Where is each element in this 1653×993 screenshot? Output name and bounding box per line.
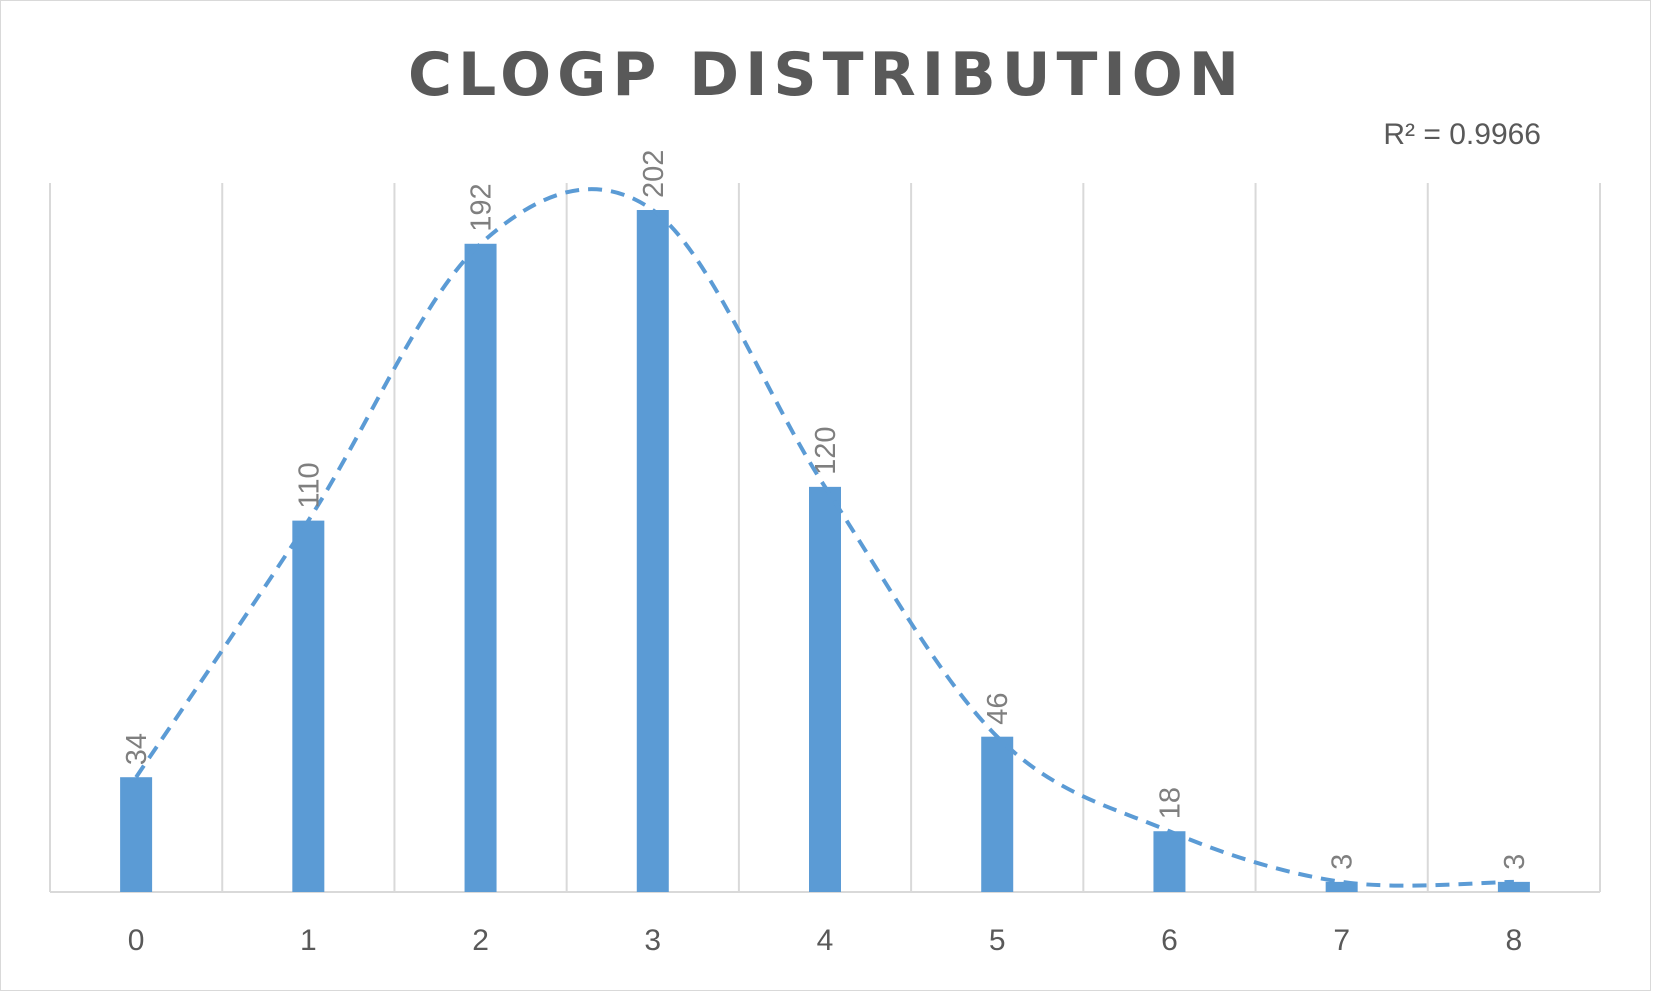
bar xyxy=(1153,831,1186,892)
x-tick-labels: 0 1 2 3 4 5 6 7 8 xyxy=(128,924,1522,957)
bar xyxy=(1497,881,1530,892)
data-label: 120 xyxy=(810,426,842,474)
bars xyxy=(120,210,1530,892)
x-tick-label: 6 xyxy=(1161,924,1178,957)
x-tick-label: 0 xyxy=(128,924,145,957)
data-label: 46 xyxy=(982,692,1014,724)
bar xyxy=(1325,881,1358,892)
trendline xyxy=(134,187,1514,888)
bar xyxy=(636,210,669,892)
data-label: 3 xyxy=(1327,854,1359,870)
bar xyxy=(464,243,497,892)
data-label: 202 xyxy=(638,150,670,198)
data-label: 18 xyxy=(1154,787,1186,819)
data-label: 192 xyxy=(466,183,498,231)
r-squared-label: R² = 0.9966 xyxy=(1383,118,1541,151)
data-label: 3 xyxy=(1499,854,1531,870)
x-tick-label: 2 xyxy=(472,924,489,957)
data-labels: 34 110 192 202 120 46 18 3 3 xyxy=(121,150,1531,870)
x-tick-label: 1 xyxy=(300,924,317,957)
x-tick-label: 7 xyxy=(1333,924,1350,957)
gridlines xyxy=(49,183,1601,893)
bar xyxy=(120,777,153,892)
x-tick-label: 4 xyxy=(817,924,834,957)
x-tick-label: 5 xyxy=(989,924,1006,957)
chart-title: CLOGP DISTRIBUTION xyxy=(408,40,1245,110)
x-tick-label: 8 xyxy=(1506,924,1523,957)
data-label: 110 xyxy=(293,462,325,508)
bar xyxy=(809,486,841,892)
bar xyxy=(981,736,1014,892)
bar xyxy=(292,520,325,892)
data-label: 34 xyxy=(121,733,153,765)
x-tick-label: 3 xyxy=(644,924,661,957)
